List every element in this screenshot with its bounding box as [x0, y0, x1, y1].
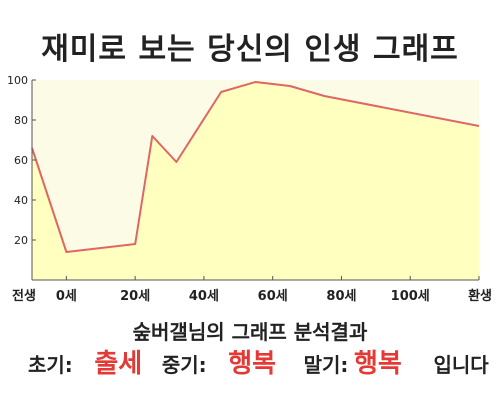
- y-tick-label: 80: [14, 114, 28, 127]
- area-layer: [31, 81, 480, 280]
- x-tick-label: 환생: [468, 288, 492, 304]
- analysis-subtitle: 숲버갤님의 그래프 분석결과: [132, 320, 368, 344]
- analysis-result: 초기: 출세 중기: 행복 말기: 행복 입니다: [28, 346, 489, 382]
- chart-title: 재미로 보는 당신의 인생 그래프: [41, 32, 459, 67]
- result-suffix: 입니다: [433, 353, 489, 377]
- x-tick-label: 80세: [326, 289, 356, 304]
- life-line: [31, 81, 480, 253]
- late-label: 말기:: [303, 353, 349, 377]
- x-tick-label: 전생: [12, 288, 36, 304]
- y-tick-label: 60: [14, 154, 28, 167]
- axis-layer: [31, 80, 479, 281]
- life-area-fill: [32, 82, 479, 280]
- x-tick-layer: 전생 0세 20세 40세 60세 80세 100세 환생: [12, 276, 492, 304]
- y-tick-label: 40: [14, 194, 28, 207]
- x-tick-label: 100세: [391, 289, 430, 304]
- y-tick-label: 100: [7, 74, 28, 87]
- mid-label: 중기:: [161, 353, 207, 377]
- y-tick-label: 20: [14, 234, 28, 247]
- mid-value: 행복: [228, 349, 277, 379]
- early-value: 출세: [94, 349, 143, 379]
- late-value: 행복: [354, 349, 402, 379]
- y-tick-layer: 20 40 60 80 100: [7, 74, 36, 247]
- x-tick-label: 0세: [56, 289, 77, 304]
- x-tick-label: 40세: [189, 289, 219, 304]
- x-tick-label: 60세: [258, 289, 288, 304]
- x-tick-label: 20세: [120, 289, 150, 304]
- early-label: 초기:: [28, 353, 73, 377]
